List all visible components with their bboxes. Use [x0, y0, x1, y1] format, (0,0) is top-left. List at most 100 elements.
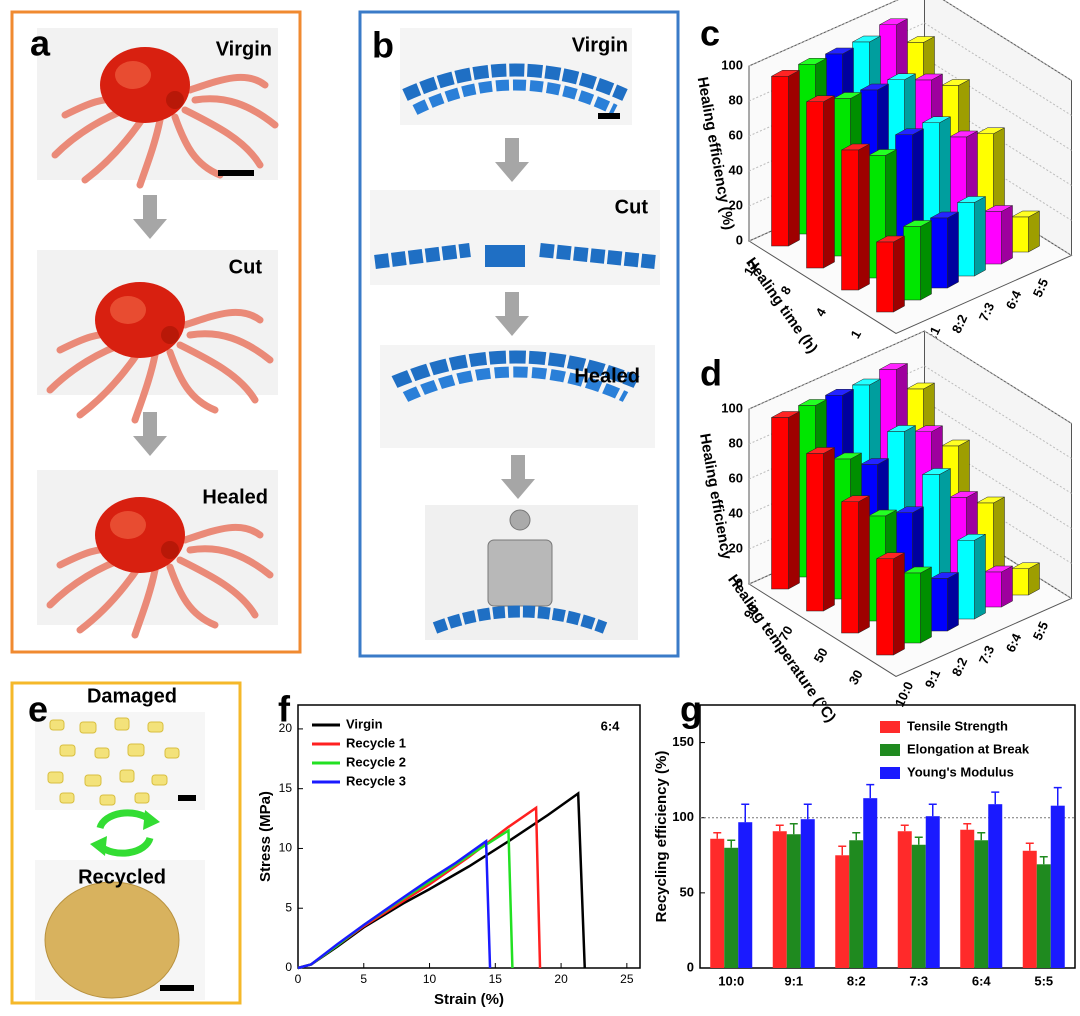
panel-label: b — [372, 25, 394, 66]
y-tick-label: 5 — [285, 900, 292, 914]
y-tick-label: 12 — [741, 258, 761, 278]
plot-frame — [297, 704, 641, 969]
bar — [841, 501, 859, 634]
bar — [974, 840, 989, 968]
bar — [800, 819, 815, 968]
x-tick-label: 5:5 — [1030, 276, 1052, 299]
arrow — [495, 138, 529, 182]
bar — [911, 844, 926, 968]
state-label: Damaged — [87, 685, 177, 707]
bar — [957, 202, 975, 277]
x-tick-label: 5:5 — [1034, 973, 1053, 988]
arrow — [133, 195, 167, 239]
legend-label: Young's Modulus — [907, 764, 1014, 779]
x-tick-label: 7:3 — [909, 973, 928, 988]
error-bar — [991, 791, 1000, 805]
error-bar — [928, 803, 937, 817]
legend-label: Recycle 3 — [346, 773, 406, 788]
bar — [771, 417, 789, 590]
pieces — [47, 717, 180, 806]
bar — [1011, 216, 1029, 253]
panel-label: c — [700, 13, 720, 54]
legend-label: Recycle 2 — [346, 754, 406, 769]
bar-side — [947, 572, 959, 632]
y-tick-label: 10 — [279, 841, 293, 855]
scale-bar — [598, 113, 620, 119]
weight — [487, 539, 553, 607]
panel-label: d — [700, 353, 722, 394]
error-bar — [900, 824, 909, 832]
bar-side — [1001, 565, 1013, 608]
bar — [863, 798, 878, 968]
y-tick-label: 150 — [672, 734, 694, 749]
x-tick-label: 7:3 — [976, 643, 998, 666]
error-bar — [1039, 856, 1048, 865]
z-tick-label: 20 — [729, 540, 743, 555]
y-tick-label: 50 — [680, 884, 694, 899]
panel-e: e Damaged Recycled — [10, 681, 242, 1005]
bar — [771, 76, 789, 247]
block-arch — [432, 605, 608, 634]
error-bar — [852, 831, 861, 841]
plot-frame — [699, 704, 1076, 969]
y-tick-label: 4 — [812, 305, 829, 319]
z-tick-label: 60 — [729, 470, 743, 485]
x-tick-label: 10:0 — [718, 973, 744, 988]
state-label: Virgin — [216, 38, 272, 60]
bar-side — [920, 566, 932, 644]
state-label: Healed — [202, 486, 268, 508]
line — [297, 838, 492, 970]
annotation: 6:4 — [601, 718, 621, 733]
bar — [903, 572, 921, 644]
y-tick-label: 100 — [672, 809, 694, 824]
error-bar — [838, 845, 847, 856]
cycle-arrow — [96, 809, 153, 830]
bar-side — [974, 533, 986, 620]
error-bar — [727, 839, 736, 848]
legend-label: Elongation at Break — [907, 741, 1030, 756]
error-bar — [1025, 842, 1034, 851]
y-tick-label: 0 — [687, 959, 694, 974]
bar — [984, 571, 1002, 608]
error-bar — [866, 783, 875, 799]
panel-frame — [10, 681, 242, 1005]
panel-a: a Virgin Cut Healed — [10, 10, 302, 654]
blocks — [539, 243, 656, 269]
arrow — [495, 292, 529, 336]
panel-label: g — [680, 689, 702, 730]
z-tick-label: 80 — [729, 435, 743, 450]
legend-label: Virgin — [346, 716, 383, 731]
bar — [1036, 864, 1051, 968]
x-tick-label: 15 — [489, 972, 503, 986]
state-label: Cut — [229, 256, 263, 278]
z-tick-label: 0 — [736, 575, 743, 590]
bar — [1050, 805, 1065, 968]
x-tick-label: 9:1 — [784, 973, 803, 988]
legend-swatch — [880, 767, 900, 779]
bar-side — [788, 69, 800, 247]
y-tick-label: 50 — [811, 645, 831, 665]
bar-side — [788, 411, 800, 590]
bar — [960, 829, 975, 968]
x-axis-title: Strain (%) — [434, 991, 504, 1008]
panel-label: a — [30, 23, 51, 64]
bar — [806, 453, 824, 612]
error-bar — [963, 822, 972, 830]
x-tick-label: 6:4 — [1003, 287, 1025, 311]
bar-side — [920, 220, 932, 301]
bar-side — [1001, 205, 1013, 265]
error-bar — [803, 803, 812, 820]
bar-side — [993, 496, 1005, 574]
state-label: Cut — [615, 196, 649, 218]
panel-frame — [10, 10, 302, 654]
y-tick-label: 15 — [279, 781, 293, 795]
arrow — [501, 455, 535, 499]
y-tick-label: 1 — [847, 327, 864, 341]
z-tick-label: 0 — [736, 232, 743, 247]
x-tick-label: 0 — [295, 972, 302, 986]
x-tick-label: 6:4 — [1003, 630, 1025, 654]
panel-label: f — [278, 689, 291, 730]
